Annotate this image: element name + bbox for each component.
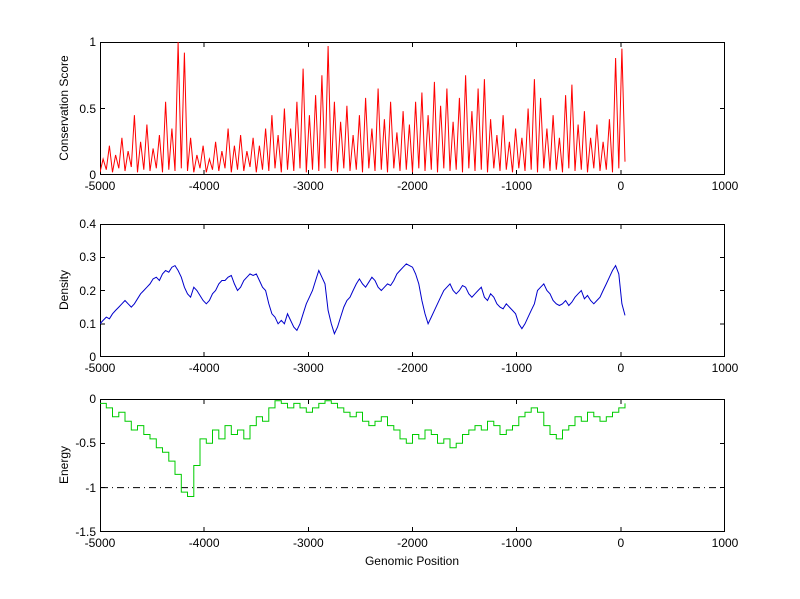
y-tick-label: -1.5 xyxy=(75,525,96,539)
y-tick-label: 0 xyxy=(89,350,96,364)
y-tick-label: 0.5 xyxy=(79,101,96,116)
x-tick-label: 1000 xyxy=(711,536,739,550)
y-tick-label: -1 xyxy=(85,480,96,495)
x-tick-label: 1000 xyxy=(711,361,739,375)
y-tick-label: 0.4 xyxy=(79,217,96,231)
x-tick-label: 0 xyxy=(617,536,625,550)
x-tick-label: 1000 xyxy=(711,179,739,193)
x-tick-label: -2000 xyxy=(397,179,428,193)
x-tick-label: -3000 xyxy=(292,179,324,193)
x-tick-label: 0 xyxy=(617,179,625,193)
conservation-plot xyxy=(100,42,725,175)
y-tick-label: 0 xyxy=(89,392,96,406)
y-tick-label: -0.5 xyxy=(75,436,96,451)
x-tick-label: -2000 xyxy=(397,361,428,375)
x-tick-label: -1000 xyxy=(501,536,532,550)
x-tick-label: -4000 xyxy=(188,361,220,375)
x-tick-label: -5000 xyxy=(84,361,116,375)
y-tick-label: 0 xyxy=(89,168,96,182)
ylabel-energy: Energy xyxy=(57,445,71,485)
y-tick-label: 1 xyxy=(89,35,96,49)
xlabel-genomic-position: Genomic Position xyxy=(364,554,460,568)
x-tick-label: 0 xyxy=(617,361,625,375)
y-tick-label: 0.2 xyxy=(79,283,96,298)
x-tick-label: -3000 xyxy=(292,361,324,375)
x-tick-label: -3000 xyxy=(292,536,324,550)
x-tick-label: -5000 xyxy=(84,536,116,550)
y-tick-label: 0.1 xyxy=(79,316,96,331)
energy-plot xyxy=(100,399,725,532)
density-plot xyxy=(100,224,725,357)
y-tick-label: 0.3 xyxy=(79,250,96,265)
x-tick-label: -5000 xyxy=(84,179,116,193)
x-tick-label: -4000 xyxy=(188,536,220,550)
x-tick-label: -2000 xyxy=(397,536,428,550)
x-tick-label: -4000 xyxy=(188,179,220,193)
x-tick-label: -1000 xyxy=(501,179,532,193)
x-tick-label: -1000 xyxy=(501,361,532,375)
